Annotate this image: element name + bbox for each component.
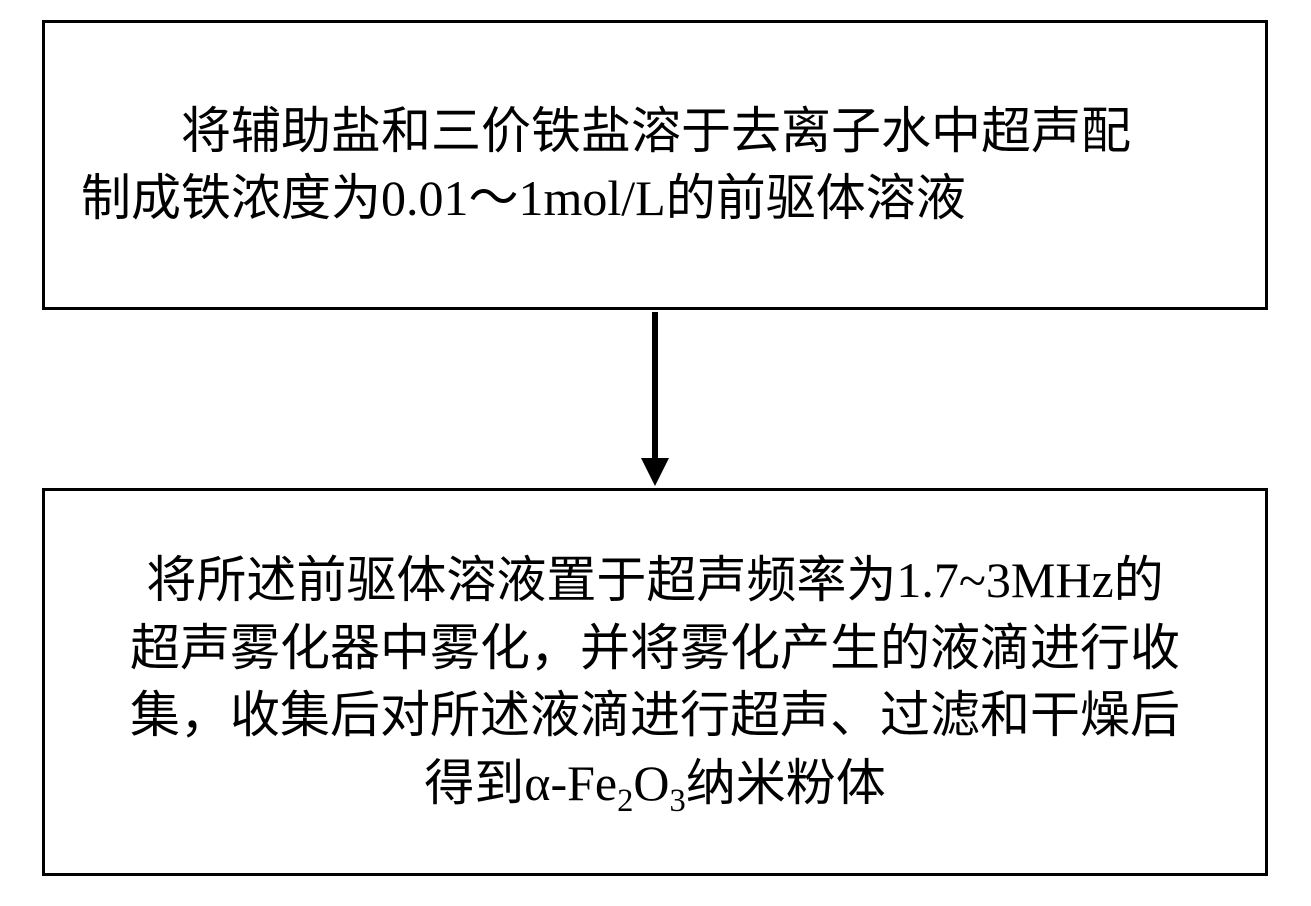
flowchart-line: 将辅助盐和三价铁盐溶于去离子水中超声配	[81, 98, 1229, 166]
flowchart-line: 超声雾化器中雾化，并将雾化产生的液滴进行收	[75, 615, 1235, 683]
flowchart-line: 集，收集后对所述液滴进行超声、过滤和干燥后	[75, 682, 1235, 750]
flowchart-node-step2: 将所述前驱体溶液置于超声频率为1.7~3MHz的超声雾化器中雾化，并将雾化产生的…	[42, 488, 1268, 876]
flowchart-canvas: 将辅助盐和三价铁盐溶于去离子水中超声配制成铁浓度为0.01～1mol/L的前驱体…	[0, 0, 1311, 906]
flowchart-line: 制成铁浓度为0.01～1mol/L的前驱体溶液	[81, 165, 1229, 233]
flowchart-line: 将所述前驱体溶液置于超声频率为1.7~3MHz的	[75, 547, 1235, 615]
flowchart-node-text-step1: 将辅助盐和三价铁盐溶于去离子水中超声配制成铁浓度为0.01～1mol/L的前驱体…	[81, 98, 1229, 233]
flowchart-line: 得到α-Fe2O3纳米粉体	[75, 750, 1235, 818]
flowchart-edge-head	[641, 458, 669, 486]
flowchart-edge-shaft	[652, 312, 658, 460]
flowchart-node-text-step2: 将所述前驱体溶液置于超声频率为1.7~3MHz的超声雾化器中雾化，并将雾化产生的…	[75, 547, 1235, 817]
flowchart-node-step1: 将辅助盐和三价铁盐溶于去离子水中超声配制成铁浓度为0.01～1mol/L的前驱体…	[42, 20, 1268, 310]
